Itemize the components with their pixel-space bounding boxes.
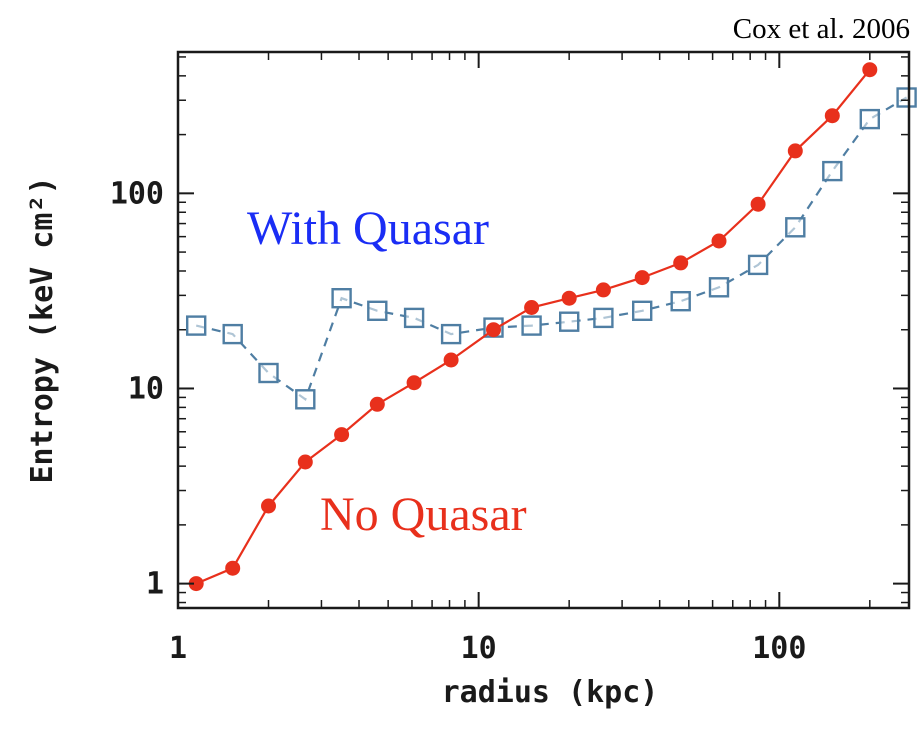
y-tick-label: 100 bbox=[110, 176, 164, 211]
no-quasar-marker bbox=[595, 282, 611, 298]
with-quasar-marker bbox=[331, 288, 352, 309]
with-quasar-marker bbox=[521, 315, 542, 336]
with-quasar-marker bbox=[185, 315, 207, 336]
with-quasar-marker bbox=[367, 300, 388, 321]
no-quasar-marker bbox=[225, 560, 241, 576]
plot-layer bbox=[185, 62, 917, 592]
no-quasar-marker bbox=[673, 255, 689, 271]
y-tick-label: 1 bbox=[146, 567, 164, 602]
no-quasar-marker bbox=[297, 454, 313, 470]
tick-layer: 1 10 100 1 10 100 bbox=[110, 52, 909, 666]
x-tick-label: 10 bbox=[461, 631, 497, 666]
with-quasar-marker bbox=[403, 307, 425, 329]
no-quasar-marker bbox=[524, 300, 540, 315]
with-quasar-marker bbox=[896, 87, 917, 108]
no-quasar-marker bbox=[334, 427, 350, 443]
with-quasar-annotation: With Quasar bbox=[247, 202, 489, 255]
no-quasar-marker bbox=[824, 108, 840, 124]
with-quasar-marker bbox=[593, 307, 614, 329]
no-quasar-marker bbox=[486, 322, 501, 338]
no-quasar-annotation: No Quasar bbox=[320, 488, 527, 541]
y-axis-label: Entropy (keV cm²) bbox=[25, 176, 60, 483]
no-quasar-marker bbox=[634, 270, 650, 286]
x-axis-label: radius (kpc) bbox=[442, 675, 659, 710]
no-quasar-marker bbox=[862, 62, 878, 78]
no-quasar-marker bbox=[787, 143, 803, 159]
with-quasar-marker bbox=[747, 254, 769, 276]
no-quasar-marker bbox=[711, 233, 727, 249]
with-quasar-marker bbox=[785, 217, 806, 238]
no-quasar-marker bbox=[443, 352, 459, 368]
with-quasar-marker bbox=[632, 300, 653, 321]
credit-text: Cox et al. 2006 bbox=[733, 13, 910, 45]
plot-frame bbox=[176, 50, 911, 610]
with-quasar-marker bbox=[295, 389, 316, 410]
x-tick-label: 1 bbox=[169, 631, 187, 666]
with-quasar-marker bbox=[822, 160, 843, 182]
no-quasar-marker bbox=[261, 498, 276, 514]
y-tick-label: 10 bbox=[128, 371, 164, 406]
with-quasar-marker bbox=[440, 323, 462, 345]
no-quasar-marker bbox=[750, 196, 766, 212]
with-quasar-marker bbox=[222, 323, 243, 345]
no-quasar-marker bbox=[188, 576, 204, 592]
no-quasar-marker bbox=[406, 375, 422, 391]
x-tick-label: 100 bbox=[752, 631, 806, 666]
with-quasar-marker bbox=[859, 108, 880, 130]
no-quasar-marker bbox=[369, 396, 385, 412]
with-quasar-marker bbox=[559, 311, 580, 332]
with-quasar-marker bbox=[708, 277, 730, 298]
with-quasar-marker bbox=[670, 291, 691, 312]
no-quasar-marker bbox=[561, 290, 577, 306]
with-quasar-marker bbox=[258, 362, 279, 384]
